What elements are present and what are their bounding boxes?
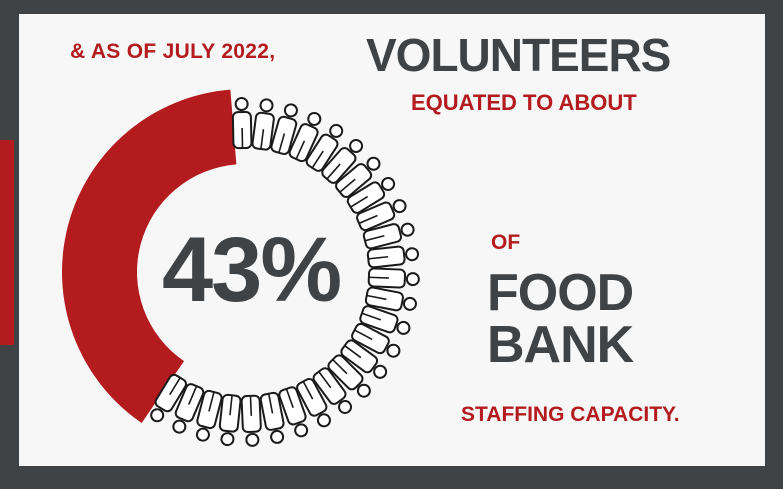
- person-icon: [251, 98, 275, 151]
- person-icon: [356, 199, 407, 232]
- org-line-1: FOOD: [487, 264, 634, 322]
- person-icon: [296, 377, 331, 428]
- accent-tab: [0, 140, 14, 345]
- person-icon: [150, 373, 187, 423]
- of-text: OF: [491, 231, 521, 254]
- person-icon: [259, 391, 285, 444]
- person-icon: [312, 367, 353, 414]
- person-icon: [359, 305, 411, 335]
- person-icon: [321, 138, 364, 184]
- person-icon: [367, 267, 420, 289]
- headline-text: VOLUNTEERS: [366, 29, 671, 81]
- person-icon: [288, 111, 322, 163]
- person-icon: [278, 386, 309, 438]
- frame-border-right: [765, 0, 783, 489]
- person-icon: [340, 339, 388, 379]
- person-icon: [195, 389, 223, 442]
- person-icon: [351, 322, 401, 358]
- person-icon: [240, 394, 262, 447]
- person-icon: [362, 222, 415, 250]
- person-icon: [364, 286, 417, 312]
- person-icon: [327, 354, 371, 398]
- person-icon: [172, 383, 205, 434]
- person-icon: [335, 156, 381, 198]
- intro-text: & AS OF JULY 2022,: [70, 40, 276, 63]
- subhead-text: EQUATED TO ABOUT: [411, 90, 637, 115]
- person-icon: [305, 123, 344, 172]
- person-icon: [270, 103, 298, 156]
- people-ring: [150, 97, 420, 447]
- frame-border-top: [0, 0, 783, 14]
- person-icon: [346, 176, 396, 214]
- person-icon: [366, 245, 420, 269]
- percentage-stat: 43%: [162, 219, 342, 321]
- progress-arc: [62, 89, 237, 424]
- frame-border-bottom: [0, 466, 783, 489]
- person-icon: [231, 97, 253, 150]
- person-icon: [218, 393, 242, 447]
- closing-text: STAFFING CAPACITY.: [461, 403, 680, 426]
- organization-name: FOOD BANK: [487, 264, 634, 374]
- org-line-2: BANK: [487, 316, 634, 374]
